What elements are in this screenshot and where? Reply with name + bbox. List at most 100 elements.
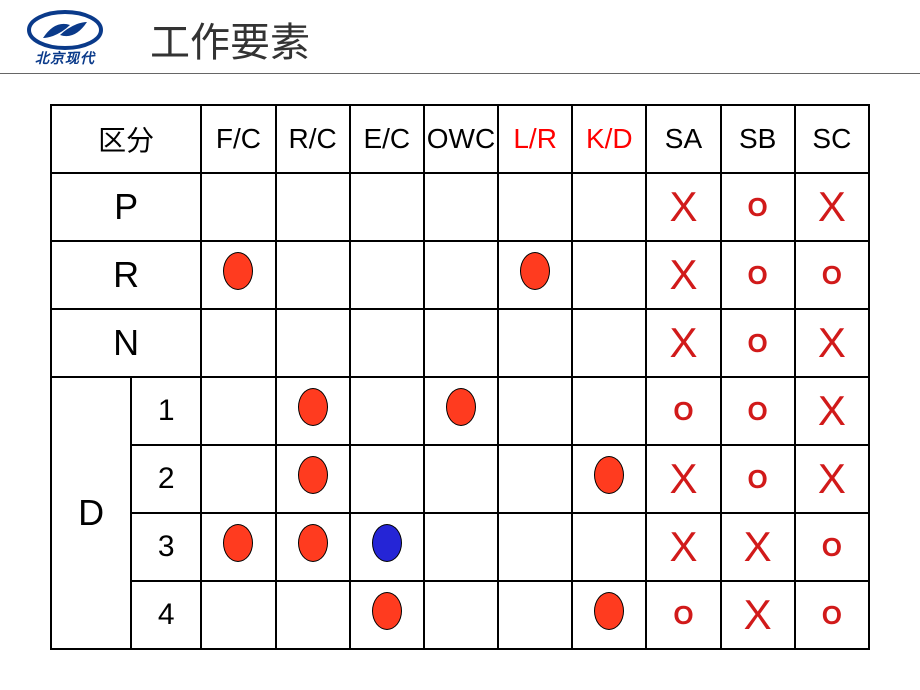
- mark-x: X: [744, 523, 772, 570]
- page-title: 工作要素: [150, 10, 310, 68]
- table-row: RXOO: [51, 241, 869, 309]
- table-cell: [350, 445, 424, 513]
- table-cell: [424, 513, 498, 581]
- ellipse-red: [594, 592, 624, 630]
- table-cell: [498, 581, 572, 649]
- mark-x: X: [669, 183, 697, 230]
- table-cell: X: [721, 581, 795, 649]
- table-cell: [424, 581, 498, 649]
- row-label: P: [51, 173, 201, 241]
- table-cell: O: [721, 309, 795, 377]
- table-cell: X: [646, 445, 720, 513]
- mark-x: X: [744, 591, 772, 638]
- row-group-label: D: [51, 377, 131, 649]
- ellipse-red: [298, 456, 328, 494]
- work-elements-table: 区分 F/C R/C E/C OWC L/R K/D SA SB SC PXOX…: [50, 104, 870, 650]
- table-cell: [350, 377, 424, 445]
- col-rc: R/C: [276, 105, 350, 173]
- mark-o: O: [822, 532, 842, 562]
- row-label: R: [51, 241, 201, 309]
- table-cell: [498, 445, 572, 513]
- logo-text: 北京现代: [35, 48, 95, 68]
- table-cell: [498, 173, 572, 241]
- mark-x: X: [818, 455, 846, 502]
- table-cell: [572, 581, 646, 649]
- mark-o: O: [673, 600, 693, 630]
- table-cell: [201, 513, 275, 581]
- col-fc: F/C: [201, 105, 275, 173]
- ellipse-red: [520, 252, 550, 290]
- table-cell: O: [721, 173, 795, 241]
- row-label: N: [51, 309, 201, 377]
- table-cell: [201, 377, 275, 445]
- table-cell: X: [646, 241, 720, 309]
- mark-o: O: [822, 600, 842, 630]
- mark-o: O: [748, 260, 768, 290]
- table-cell: [276, 309, 350, 377]
- ellipse-red: [298, 388, 328, 426]
- col-sc: SC: [795, 105, 869, 173]
- table-cell: [201, 241, 275, 309]
- table-cell: [498, 241, 572, 309]
- table-cell: O: [721, 241, 795, 309]
- table-container: 区分 F/C R/C E/C OWC L/R K/D SA SB SC PXOX…: [0, 74, 920, 650]
- mark-x: X: [818, 183, 846, 230]
- row-sub-label: 4: [131, 581, 201, 649]
- table-cell: [276, 513, 350, 581]
- table-row: 3XXO: [51, 513, 869, 581]
- table-cell: X: [721, 513, 795, 581]
- ellipse-red: [594, 456, 624, 494]
- table-cell: [424, 241, 498, 309]
- table-cell: [572, 513, 646, 581]
- table-cell: [572, 309, 646, 377]
- hyundai-logo: 北京现代: [10, 10, 120, 68]
- table-cell: [424, 309, 498, 377]
- table-cell: [350, 581, 424, 649]
- mark-o: O: [748, 396, 768, 426]
- mark-x: X: [818, 319, 846, 366]
- ellipse-red: [446, 388, 476, 426]
- mark-x: X: [669, 455, 697, 502]
- mark-o: O: [748, 464, 768, 494]
- table-row: NXOX: [51, 309, 869, 377]
- table-cell: [572, 377, 646, 445]
- table-cell: X: [646, 173, 720, 241]
- table-cell: X: [795, 377, 869, 445]
- table-cell: [424, 173, 498, 241]
- col-sa: SA: [646, 105, 720, 173]
- table-cell: X: [795, 173, 869, 241]
- ellipse-red: [223, 524, 253, 562]
- mark-o: O: [673, 396, 693, 426]
- table-cell: [201, 581, 275, 649]
- table-cell: [201, 445, 275, 513]
- table-cell: O: [646, 377, 720, 445]
- table-cell: [201, 173, 275, 241]
- table-cell: [424, 377, 498, 445]
- col-owc: OWC: [424, 105, 498, 173]
- col-sb: SB: [721, 105, 795, 173]
- col-lr: L/R: [498, 105, 572, 173]
- table-cell: [350, 173, 424, 241]
- mark-x: X: [818, 387, 846, 434]
- table-cell: [276, 173, 350, 241]
- table-cell: [572, 173, 646, 241]
- ellipse-blue: [372, 524, 402, 562]
- table-cell: [276, 241, 350, 309]
- table-cell: O: [721, 377, 795, 445]
- section-header: 区分: [51, 105, 201, 173]
- table-cell: [201, 309, 275, 377]
- hyundai-logo-icon: [25, 10, 105, 50]
- table-cell: [498, 513, 572, 581]
- table-row: 2XOX: [51, 445, 869, 513]
- table-cell: O: [795, 513, 869, 581]
- table-cell: [498, 377, 572, 445]
- table-cell: [498, 309, 572, 377]
- mark-o: O: [822, 260, 842, 290]
- header-row: 区分 F/C R/C E/C OWC L/R K/D SA SB SC: [51, 105, 869, 173]
- table-cell: [276, 377, 350, 445]
- table-body: PXOXRXOONXOXD1OOX2XOX3XXO4OXO: [51, 173, 869, 649]
- ellipse-red: [372, 592, 402, 630]
- col-ec: E/C: [350, 105, 424, 173]
- table-cell: [350, 241, 424, 309]
- table-cell: [276, 581, 350, 649]
